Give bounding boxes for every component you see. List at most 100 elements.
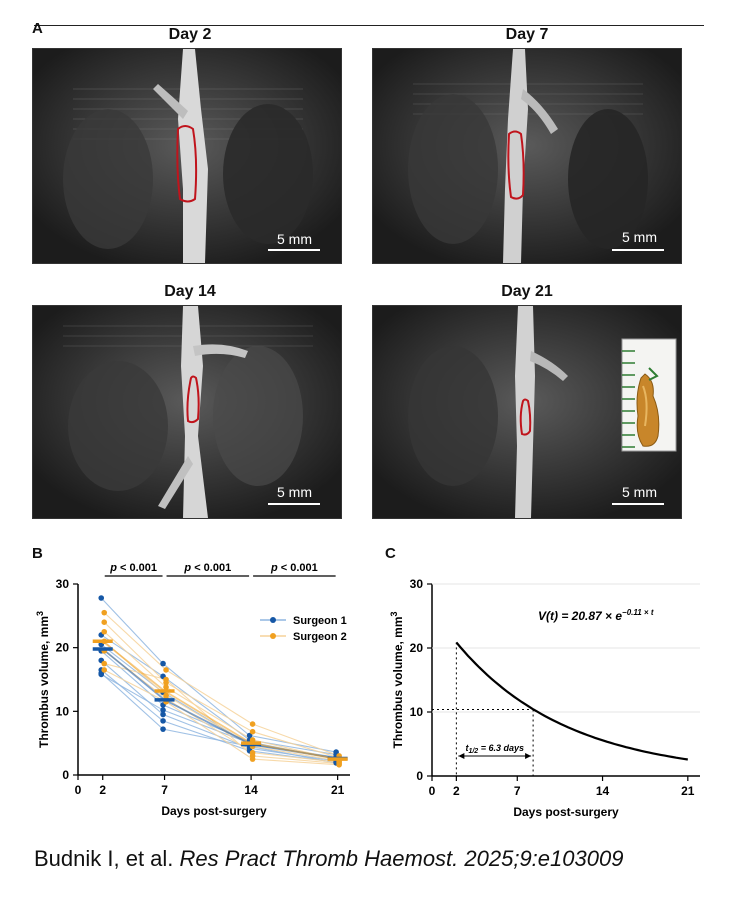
b-y-label: Thrombus volume, mm3 [35,611,51,748]
b-point-2 [101,667,108,673]
b-subject-line-2 [103,621,340,759]
b-point-2 [249,737,256,743]
c-x-tick-label: 2 [453,784,460,798]
b-subject-line-1 [100,669,337,763]
b-point-2 [101,619,108,625]
b-point-2 [101,660,108,667]
c-half-life-rest: = 6.3 days [478,743,524,753]
b-significance-label: p < 0.001 [270,562,318,574]
b-x-tick-label: 0 [75,783,82,797]
mri-image-day21 [372,305,682,519]
b-point-2 [163,676,169,683]
b-x-tick-label: 2 [99,783,106,797]
c-half-life-t: t [465,743,469,753]
scale-label-day21: 5 mm [622,484,657,500]
chart-c: 0 10 20 30 0 2 7 14 21 Days post-surgery Thrombus … [380,550,720,830]
b-x-tick-label: 21 [331,783,345,797]
b-significance-rest: < 0.001 [278,562,318,574]
b-x-tick-label: 7 [161,783,168,797]
c-y-tick-label: 30 [410,577,424,591]
c-x-tick-label: 21 [681,784,695,798]
b-significance-rest: < 0.001 [117,562,157,574]
b-point-2 [101,628,108,635]
b-significance-p: p [183,562,191,574]
mri-image-day7 [372,48,682,264]
c-equation-exponent: −0.11 × t [622,608,654,617]
b-subject-line-2 [103,612,340,757]
b-significance-p: p [109,562,117,574]
c-equation-lhs: V(t) = 20.87 × e [538,609,622,623]
b-subject-line-1 [100,672,337,764]
c-half-life-sub: 1/2 [468,748,478,755]
b-significance-label: p < 0.001 [183,562,231,574]
scale-bar-day7 [612,249,664,251]
top-rule [34,25,704,26]
b-point-1 [160,718,166,724]
b-subject-line-2 [103,631,340,761]
c-y-tick-label: 20 [410,641,424,655]
b-significance-rest: < 0.001 [191,562,231,574]
b-point-1 [160,707,166,713]
scale-label-day14: 5 mm [277,484,312,500]
c-half-life-label: t1/2 = 6.3 days [465,743,524,755]
b-point-1 [246,732,253,739]
c-decay-curve [455,641,688,761]
b-legend-marker-1 [270,617,276,623]
b-point-2 [163,684,169,690]
b-subject-line-2 [103,669,340,766]
panel-b-letter: B [32,545,43,562]
c-x-tick-label: 0 [429,784,436,798]
c-x-label: Days post-surgery [513,805,619,819]
c-y-label-sup: 3 [389,611,399,616]
b-y-tick-label: 0 [62,768,69,782]
mri-image-day2 [32,48,342,264]
b-point-1 [160,660,166,667]
b-point-2 [249,728,256,735]
b-point-1 [98,595,105,601]
b-y-label-sup: 3 [35,611,45,616]
panel-a-letter: A [32,20,43,37]
b-legend-label-2: Surgeon 2 [293,631,347,643]
chart-b-svg: 0 10 20 30 0 2 7 14 21 Days post-surgery Thrombus … [35,562,350,818]
mri-image-day14 [32,305,342,519]
b-point-1 [98,671,105,678]
scale-bar-day14 [268,503,320,505]
c-half-life-arrowhead-right [525,753,532,759]
b-point-2 [249,721,256,727]
b-y-tick-label: 20 [56,641,70,655]
b-x-label: Days post-surgery [161,804,267,818]
citation: Budnik I, et al. Res Pract Thromb Haemos… [34,846,623,872]
mri-title-day21: Day 21 [501,283,553,300]
scale-label-day7: 5 mm [622,229,657,245]
citation-journal: Res Pract Thromb Haemost. 2025;9:e103009 [179,846,624,871]
panel-c-letter: C [385,545,396,562]
b-point-2 [249,756,256,762]
b-y-tick-label: 10 [56,704,70,718]
citation-authors: Budnik I, et al. [34,846,180,871]
chart-b: 0 10 20 30 0 2 7 14 21 Days post-surgery Thrombus … [30,550,370,830]
c-y-tick-label: 0 [416,769,423,783]
b-significance-label: p < 0.001 [109,562,157,574]
b-point-1 [160,711,166,718]
b-point-2 [163,667,169,673]
c-x-tick-label: 14 [596,784,610,798]
chart-c-svg: 0 10 20 30 0 2 7 14 21 Days post-surgery Thrombus … [389,577,700,819]
mri-title-day7: Day 7 [505,26,549,43]
b-legend-label-1: Surgeon 1 [293,615,347,627]
c-equation: V(t) = 20.87 × e−0.11 × t [538,608,654,623]
b-legend-marker-2 [270,633,276,639]
b-point-1 [160,726,166,732]
mri-title-day2: Day 2 [168,26,212,43]
c-y-tick-label: 10 [410,705,424,719]
c-y-label: Thrombus volume, mm3 [389,611,405,748]
b-point-2 [101,609,108,616]
c-half-life-arrowhead-left [458,753,465,759]
scale-bar-day2 [268,249,320,251]
b-subject-line-1 [100,634,337,756]
scale-label-day2: 5 mm [277,231,312,247]
b-point-2 [336,762,342,768]
b-significance-p: p [270,562,278,574]
scale-bar-day21 [612,503,664,505]
b-y-tick-label: 30 [56,577,70,591]
c-x-tick-label: 7 [514,784,521,798]
